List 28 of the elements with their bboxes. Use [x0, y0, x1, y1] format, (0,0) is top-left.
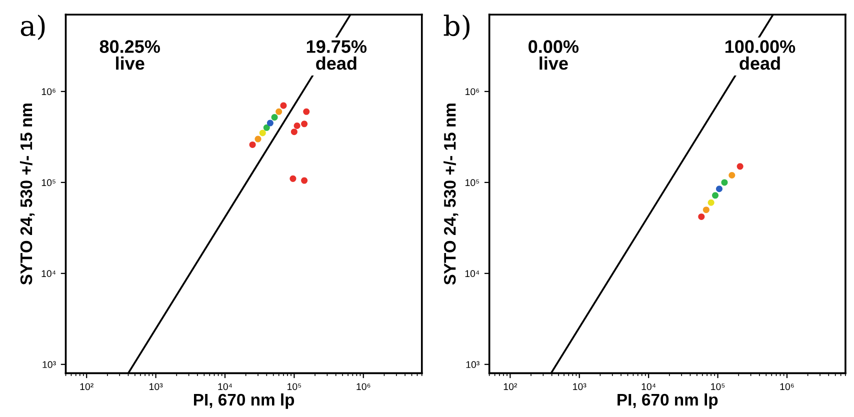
x-tick-label: 10³: [573, 383, 586, 390]
y-tick-label: 10⁴: [42, 270, 56, 278]
y-tick-label: 10⁵: [466, 179, 480, 186]
annotation: 100.00% dead: [725, 40, 796, 70]
y-tick-label: 10⁵: [42, 179, 56, 186]
y-tick-label: 10⁴: [465, 270, 480, 278]
x-tick-label: 10⁴: [218, 383, 232, 390]
annotation: 0.00% live: [528, 40, 579, 70]
y-tick-label: 10³: [42, 361, 56, 368]
y-tick-label: 10⁶: [42, 88, 56, 96]
y-axis-title: SYTO 24, 530 +/- 15 nm: [444, 104, 458, 285]
chart-title: b): [444, 14, 470, 40]
x-tick-label: 10²: [80, 383, 94, 390]
y-tick-label: 10³: [466, 361, 480, 368]
x-tick-label: 10⁶: [780, 383, 794, 390]
chart-title: a): [20, 14, 45, 40]
x-axis-title: PI, 670 nm lp: [194, 393, 294, 409]
x-tick-label: 10⁵: [711, 383, 725, 390]
x-tick-label: 10⁶: [356, 383, 370, 390]
x-tick-label: 10³: [150, 383, 163, 390]
x-tick-label: 10²: [504, 383, 518, 390]
annotation: 19.75% dead: [306, 40, 367, 70]
x-tick-label: 10⁵: [288, 383, 302, 390]
annotation: 80.25% live: [100, 40, 160, 70]
y-axis-title: SYTO 24, 530 +/- 15 nm: [20, 104, 35, 285]
y-tick-label: 10⁶: [466, 88, 480, 96]
x-axis-title: PI, 670 nm lp: [618, 393, 718, 409]
x-tick-label: 10⁴: [642, 383, 656, 390]
